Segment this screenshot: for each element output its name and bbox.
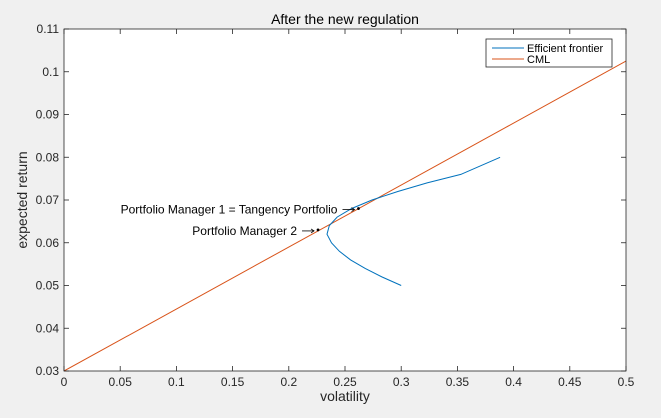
x-tick-label: 0.5 <box>618 375 635 389</box>
cml-line <box>64 60 626 371</box>
y-tick-label: 0.07 <box>36 193 60 207</box>
x-tick-label: 0.4 <box>505 375 522 389</box>
x-tick-label: 0.25 <box>333 375 357 389</box>
x-tick-label: 0.1 <box>168 375 185 389</box>
y-tick-label: 0.03 <box>36 364 60 378</box>
annotation-label: Portfolio Manager 2 <box>192 224 297 238</box>
plot-area <box>64 29 626 371</box>
x-tick-label: 0.15 <box>221 375 245 389</box>
efficient-frontier-line <box>326 156 501 286</box>
chart-title: After the new regulation <box>271 11 419 27</box>
legend-entry: Efficient frontier <box>527 43 604 55</box>
x-tick-label: 0 <box>61 375 68 389</box>
y-tick-label: 0.06 <box>36 236 60 250</box>
x-axis-label: volatility <box>320 388 370 404</box>
x-tick-label: 0.3 <box>393 375 410 389</box>
legend-box <box>485 38 613 68</box>
series-layer <box>64 60 626 371</box>
legend-entry: CML <box>527 54 550 66</box>
x-tick-label: 0.35 <box>446 375 470 389</box>
y-axis-label: expected return <box>14 151 30 248</box>
x-tick-label: 0.45 <box>558 375 582 389</box>
annotation-arrowhead <box>351 207 356 212</box>
x-tick-label: 0.05 <box>109 375 133 389</box>
y-tick-label: 0.1 <box>42 65 59 79</box>
portfolio-marker <box>357 207 360 210</box>
y-tick-label: 0.04 <box>36 321 60 335</box>
portfolio-marker <box>316 228 320 232</box>
x-tick-label: 0.2 <box>280 375 297 389</box>
points-layer: Portfolio Manager 1 = Tangency Portfolio… <box>121 203 360 238</box>
annotation-label: Portfolio Manager 1 = Tangency Portfolio <box>121 203 338 217</box>
y-axis: 0.03 0.04 0.05 0.06 0.07 0.08 0.09 0.1 0.11 <box>36 22 626 378</box>
annotation-arrowhead <box>310 228 315 234</box>
y-tick-label: 0.11 <box>37 22 60 36</box>
x-axis: 0 0.05 0.1 0.15 0.2 0.25 0.3 0.35 0.4 0.45 0.5 <box>61 29 635 389</box>
y-tick-label: 0.09 <box>36 108 60 122</box>
y-tick-label: 0.05 <box>36 279 60 293</box>
y-tick-label: 0.08 <box>36 150 60 164</box>
